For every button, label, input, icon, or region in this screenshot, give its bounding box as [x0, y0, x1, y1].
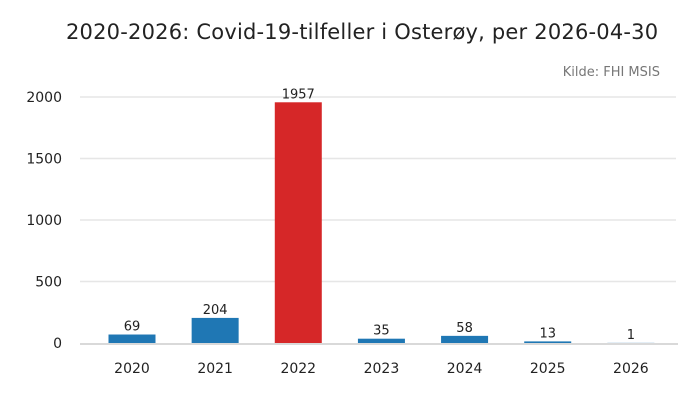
bar-2022 — [274, 102, 322, 343]
value-label-2025: 13 — [539, 326, 556, 341]
y-tick-label: 1000 — [26, 213, 62, 229]
x-tick-label: 2021 — [197, 361, 233, 377]
value-label-2020: 69 — [124, 320, 141, 335]
x-tick-label: 2020 — [114, 361, 150, 377]
x-tick-label: 2026 — [613, 361, 649, 377]
x-tick-label: 2023 — [364, 361, 400, 377]
value-label-2023: 35 — [373, 324, 390, 339]
y-tick-label: 500 — [35, 275, 62, 291]
y-tick-label: 1500 — [26, 152, 62, 168]
bar-2025 — [524, 341, 572, 343]
x-tick-label: 2025 — [530, 361, 566, 377]
value-label-2022: 1957 — [282, 87, 315, 102]
bar-2020 — [108, 334, 156, 343]
bar-2023 — [357, 338, 405, 343]
bar-2024 — [441, 335, 489, 343]
value-label-2024: 58 — [456, 321, 473, 336]
y-tick-label: 0 — [53, 336, 62, 352]
value-label-2026: 1 — [627, 328, 635, 343]
y-tick-label: 2000 — [26, 90, 62, 106]
chart-title: 2020-2026: Covid-19-tilfeller i Osterøy,… — [66, 20, 659, 44]
x-tick-label: 2022 — [280, 361, 316, 377]
chart-source: Kilde: FHI MSIS — [562, 65, 660, 80]
bar-2021 — [191, 317, 239, 343]
value-label-2021: 204 — [203, 303, 228, 318]
x-tick-label: 2024 — [447, 361, 483, 377]
